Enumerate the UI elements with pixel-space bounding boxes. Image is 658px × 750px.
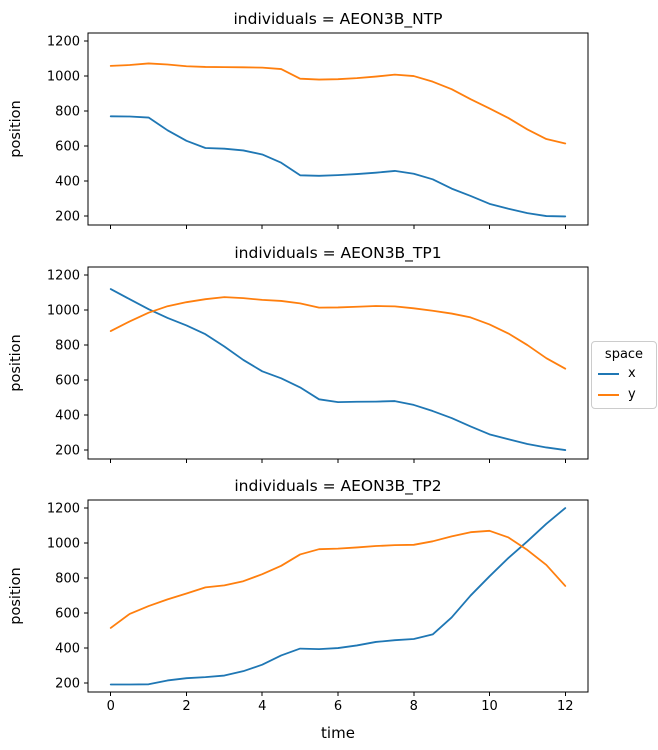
axes-frame — [87, 499, 589, 693]
series-line-x — [109, 288, 567, 451]
subplot-2: individuals = AEON3B_TP1 position 200 400 60… — [8, 244, 589, 463]
y-tick-label: 200 — [55, 210, 80, 225]
subplot-title: individuals = AEON3B_NTP — [234, 10, 443, 29]
y-tick-label: 1200 — [47, 502, 80, 517]
subplot-title: individuals = AEON3B_TP2 — [234, 477, 441, 496]
y-tick-label: 600 — [55, 607, 80, 622]
series-line-y — [109, 62, 567, 145]
y-tick-label: 800 — [55, 105, 80, 120]
legend: space x y — [591, 341, 657, 409]
y-axis-label: position — [8, 100, 24, 157]
x-tick-label: 6 — [334, 699, 342, 714]
y-tick-label: 400 — [55, 409, 80, 424]
y-tick-label: 600 — [55, 374, 80, 389]
subplot-title: individuals = AEON3B_TP1 — [234, 244, 441, 263]
x-tick-label: 0 — [107, 699, 115, 714]
y-tick-label: 400 — [55, 642, 80, 657]
legend-label: x — [628, 366, 636, 381]
x-tick-label: 10 — [481, 699, 498, 714]
axes-frame — [87, 266, 589, 460]
y-tick-label: 800 — [55, 572, 80, 587]
y-tick-label: 400 — [55, 175, 80, 190]
x-tick-label: 4 — [258, 699, 266, 714]
subplot-3: individuals = AEON3B_TP2position20040060… — [8, 477, 589, 742]
y-tick-label: 1200 — [47, 35, 80, 50]
y-tick-label: 200 — [55, 444, 80, 459]
legend-label: y — [628, 387, 636, 402]
legend-line-swatch-y — [598, 393, 619, 396]
legend-title: space — [604, 347, 644, 362]
x-tick-label: 2 — [182, 699, 190, 714]
series-line-y — [109, 296, 567, 370]
series-line-x — [109, 507, 567, 686]
legend-line-swatch-x — [598, 372, 619, 375]
series-line-y — [109, 529, 567, 629]
series-line-x — [109, 115, 567, 218]
subplot-1: individuals = AEON3B_NTP position 200 400 60… — [8, 10, 589, 229]
y-axis-label: position — [8, 334, 24, 391]
y-tick-label: 800 — [55, 339, 80, 354]
x-tick-label: 12 — [557, 699, 574, 714]
y-tick-label: 1000 — [47, 70, 80, 85]
legend-entry-x: x — [592, 363, 656, 384]
axes-frame — [87, 32, 589, 226]
y-tick-label: 1200 — [47, 269, 80, 284]
x-tick-label: 8 — [410, 699, 418, 714]
y-axis-label: position — [8, 567, 24, 624]
legend-entry-y: y — [592, 384, 656, 405]
x-axis-label: time — [321, 724, 355, 742]
y-tick-label: 600 — [55, 140, 80, 155]
y-tick-label: 200 — [55, 677, 80, 692]
y-tick-label: 1000 — [47, 537, 80, 552]
y-tick-label: 1000 — [47, 304, 80, 319]
